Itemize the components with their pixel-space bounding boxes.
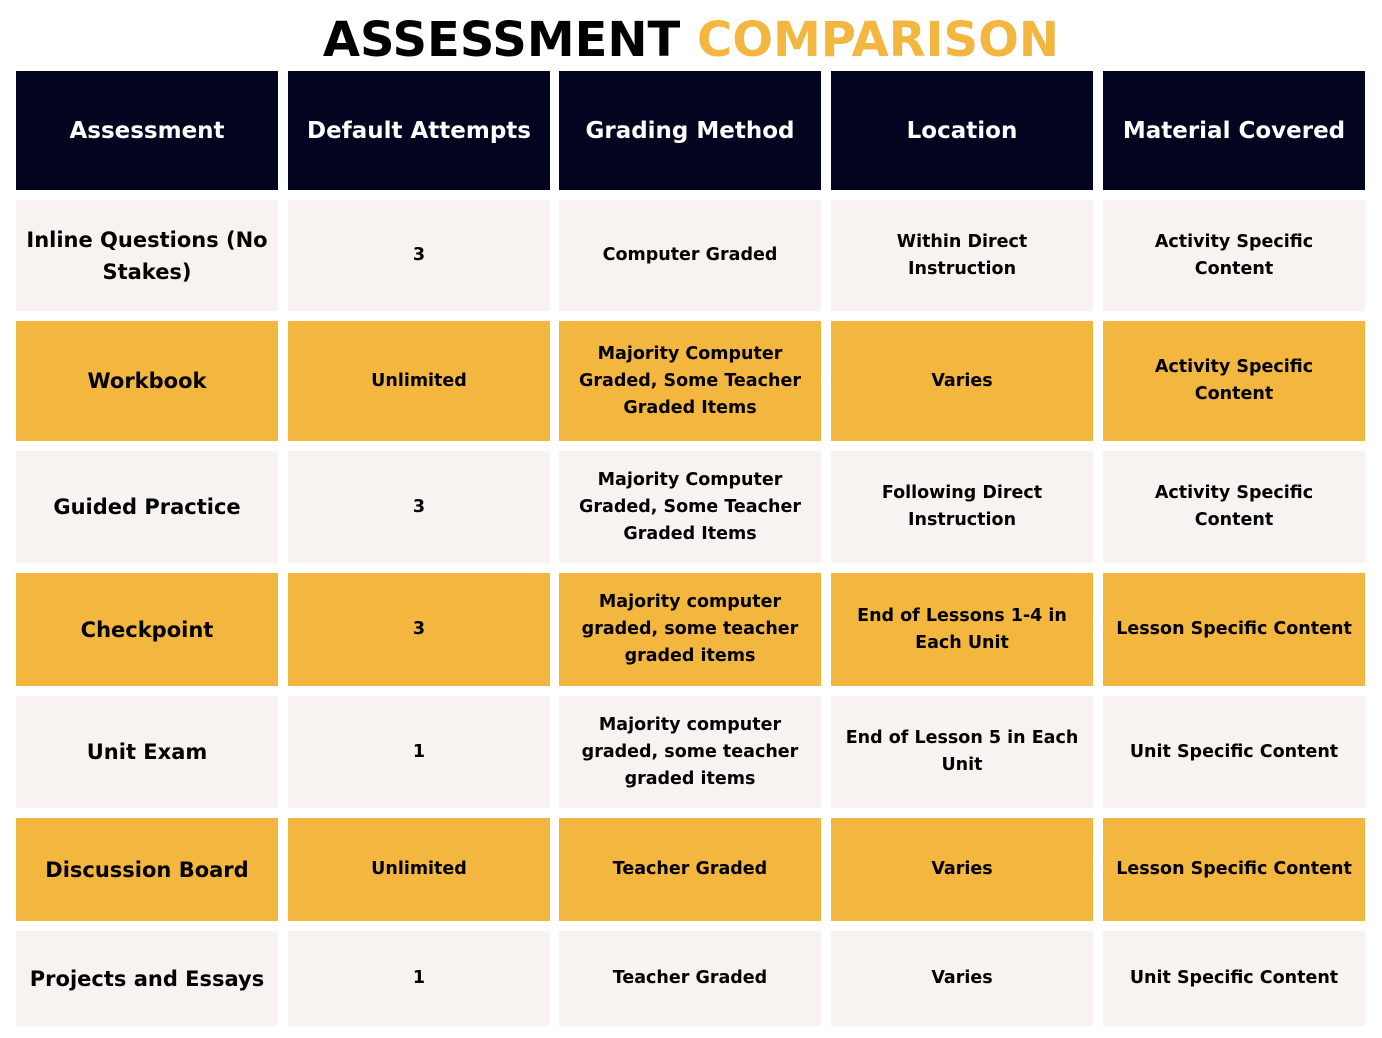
table-cell-grading: Majority computer graded, some teacher g… [559, 696, 821, 808]
table-cell-grading: Majority Computer Graded, Some Teacher G… [559, 451, 821, 563]
table-cell-material: Activity Specific Content [1103, 451, 1365, 563]
table-cell-material: Lesson Specific Content [1103, 573, 1365, 686]
table-cell-attempts: 3 [288, 573, 550, 686]
table-cell-grading: Majority Computer Graded, Some Teacher G… [559, 321, 821, 441]
table-cell-material: Activity Specific Content [1103, 321, 1365, 441]
header-material-covered: Material Covered [1103, 71, 1365, 190]
table-cell-assessment: Unit Exam [16, 696, 278, 808]
table-cell-attempts: 1 [288, 696, 550, 808]
table-cell-assessment: Projects and Essays [16, 931, 278, 1026]
header-default-attempts: Default Attempts [288, 71, 550, 190]
table-cell-attempts: 3 [288, 200, 550, 311]
table-cell-material: Unit Specific Content [1103, 931, 1365, 1026]
table-cell-grading: Majority computer graded, some teacher g… [559, 573, 821, 686]
title-part-1: ASSESSMENT [322, 12, 681, 68]
header-grading-method: Grading Method [559, 71, 821, 190]
table-cell-location: End of Lesson 5 in Each Unit [831, 696, 1093, 808]
table-cell-grading: Teacher Graded [559, 818, 821, 921]
table-cell-location: Within Direct Instruction [831, 200, 1093, 311]
table-cell-material: Lesson Specific Content [1103, 818, 1365, 921]
table-cell-attempts: 3 [288, 451, 550, 563]
header-assessment: Assessment [16, 71, 278, 190]
table-cell-attempts: Unlimited [288, 818, 550, 921]
table-cell-location: End of Lessons 1-4 in Each Unit [831, 573, 1093, 686]
table-cell-material: Activity Specific Content [1103, 200, 1365, 311]
table-cell-assessment: Guided Practice [16, 451, 278, 563]
table-cell-location: Varies [831, 818, 1093, 921]
table-cell-assessment: Workbook [16, 321, 278, 441]
table-cell-grading: Teacher Graded [559, 931, 821, 1026]
table-cell-location: Varies [831, 931, 1093, 1026]
table-cell-attempts: Unlimited [288, 321, 550, 441]
title-part-2: COMPARISON [697, 12, 1060, 68]
table-cell-assessment: Discussion Board [16, 818, 278, 921]
table-cell-attempts: 1 [288, 931, 550, 1026]
table-cell-location: Following Direct Instruction [831, 451, 1093, 563]
table-cell-grading: Computer Graded [559, 200, 821, 311]
table-cell-assessment: Checkpoint [16, 573, 278, 686]
page-title: ASSESSMENT COMPARISON [0, 8, 1382, 72]
table-cell-material: Unit Specific Content [1103, 696, 1365, 808]
header-location: Location [831, 71, 1093, 190]
table-cell-assessment: Inline Questions (No Stakes) [16, 200, 278, 311]
table-cell-location: Varies [831, 321, 1093, 441]
